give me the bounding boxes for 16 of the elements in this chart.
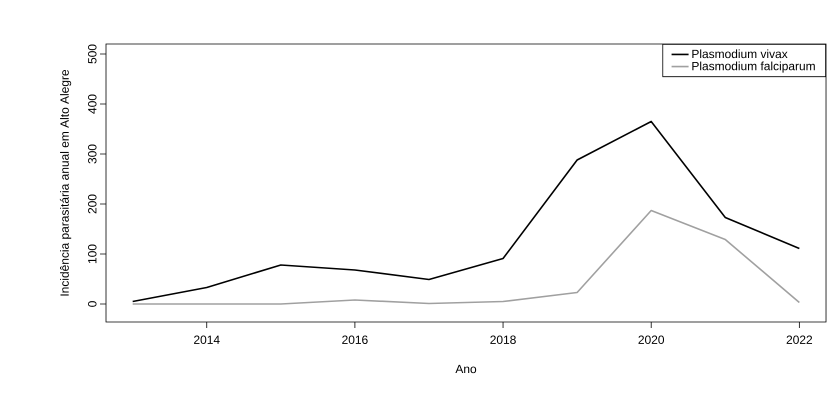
y-tick-label: 300 bbox=[88, 144, 97, 164]
y-tick-label: 400 bbox=[88, 94, 97, 114]
y-axis-title: Incidência parasitária anual em Alto Alegre bbox=[60, 70, 72, 296]
y-tick-label: 200 bbox=[88, 194, 97, 214]
legend-label: Plasmodium falciparum bbox=[692, 62, 815, 73]
y-tick-label: 0 bbox=[88, 301, 97, 307]
x-tick-label: 2020 bbox=[638, 336, 664, 344]
legend-label: Plasmodium vivax bbox=[692, 49, 788, 58]
x-tick-label: 2016 bbox=[342, 336, 368, 344]
y-tick-label: 500 bbox=[88, 44, 97, 64]
x-tick-label: 2022 bbox=[786, 336, 812, 344]
x-axis-title: Ano bbox=[455, 364, 476, 374]
y-tick-label: 100 bbox=[88, 244, 97, 264]
x-tick-label: 2018 bbox=[490, 336, 516, 344]
x-tick-label: 2014 bbox=[194, 336, 220, 344]
line-series bbox=[132, 120, 800, 302]
